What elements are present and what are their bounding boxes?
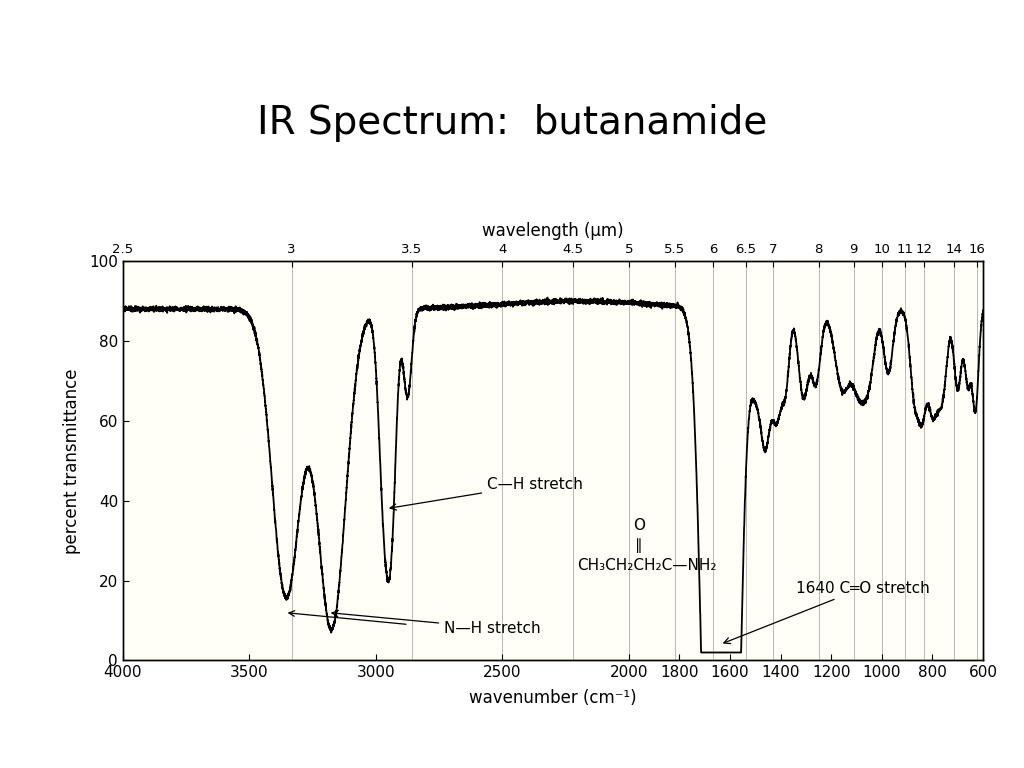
- X-axis label: wavelength (μm): wavelength (μm): [482, 222, 624, 240]
- Text: ∥: ∥: [635, 538, 643, 553]
- Text: CH₃CH₂CH₂C—NH₂: CH₃CH₂CH₂C—NH₂: [577, 558, 717, 573]
- Text: 1640 C═O stretch: 1640 C═O stretch: [724, 581, 930, 644]
- Text: O: O: [633, 518, 645, 533]
- Text: C—H stretch: C—H stretch: [390, 477, 583, 510]
- Y-axis label: percent transmittance: percent transmittance: [62, 368, 81, 554]
- Text: IR Spectrum:  butanamide: IR Spectrum: butanamide: [257, 104, 767, 142]
- Text: N—H stretch: N—H stretch: [332, 611, 541, 636]
- X-axis label: wavenumber (cm⁻¹): wavenumber (cm⁻¹): [469, 689, 637, 707]
